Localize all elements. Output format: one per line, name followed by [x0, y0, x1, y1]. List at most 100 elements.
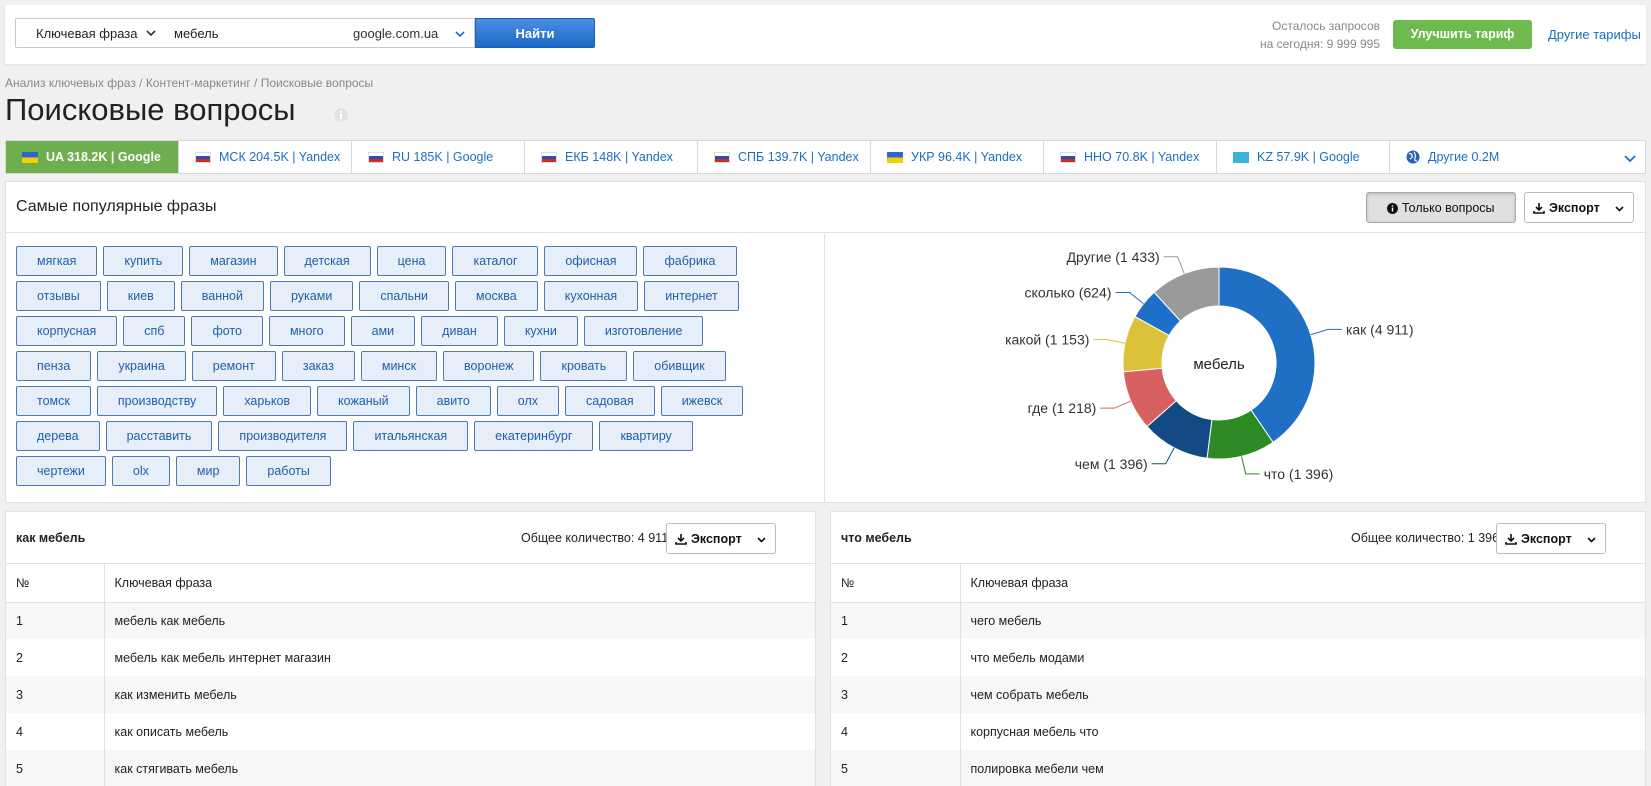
table-row[interactable]: 1 чего мебель [831, 602, 1645, 639]
phrase-tag[interactable]: харьков [223, 386, 312, 416]
phrase-tag[interactable]: авито [415, 386, 491, 416]
table-row[interactable]: 4 как описать мебель [6, 713, 815, 750]
phrase-tag[interactable]: заказ [281, 351, 355, 381]
phrase-tag[interactable]: офисная [544, 246, 638, 276]
phrase-tag[interactable]: производителя [218, 421, 348, 451]
phrase-tag[interactable]: фабрика [643, 246, 737, 276]
phrase-tag[interactable]: воронеж [443, 351, 535, 381]
column-header-number[interactable]: № [831, 564, 961, 603]
phrase-tag[interactable]: квартиру [599, 421, 693, 451]
table-row[interactable]: 5 как стягивать мебель [6, 750, 815, 786]
donut-slice[interactable] [1218, 266, 1316, 444]
table-row[interactable]: 4 корпусная мебель что [831, 713, 1645, 750]
upgrade-tariff-button[interactable]: Улучшить тариф [1393, 20, 1532, 49]
phrase-tag[interactable]: руками [270, 281, 354, 311]
table-row[interactable]: 3 как изменить мебель [6, 676, 815, 713]
phrase-tag[interactable]: кухонная [543, 281, 639, 311]
region-tab[interactable]: ЕКБ 148K | Yandex [525, 141, 698, 173]
export-button[interactable]: Экспорт [1496, 523, 1606, 554]
phrase-tag[interactable]: olx [111, 456, 170, 486]
row-phrase[interactable]: корпусная мебель что [970, 724, 1099, 739]
list-header: как мебель Общее количество: 4 911 Экспо… [6, 512, 815, 564]
phrase-tag[interactable]: ижевск [660, 386, 744, 416]
region-tab[interactable]: KZ 57.9K | Google [1217, 141, 1390, 173]
row-phrase[interactable]: чем собрать мебель [960, 676, 1645, 713]
phrase-tag[interactable]: ванной [180, 281, 264, 311]
phrase-tag[interactable]: дерева [16, 421, 100, 451]
phrase-tag[interactable]: кухни [503, 316, 578, 346]
column-header-number[interactable]: № [6, 564, 105, 603]
find-button[interactable]: Найти [475, 18, 595, 48]
export-button[interactable]: Экспорт [1524, 192, 1634, 223]
table-row[interactable]: 5 полировка мебели чем [831, 750, 1645, 786]
phrase-tag[interactable]: производству [96, 386, 218, 416]
phrase-tag[interactable]: олх [496, 386, 560, 416]
phrase-tag[interactable]: диван [421, 316, 498, 346]
column-header-phrase[interactable]: Ключевая фраза [960, 564, 1645, 603]
phrase-tag[interactable]: спальни [359, 281, 450, 311]
phrase-tag[interactable]: ами [350, 316, 416, 346]
region-tab[interactable]: ННО 70.8K | Yandex [1044, 141, 1217, 173]
questions-only-toggle[interactable]: Только вопросы [1366, 192, 1516, 223]
phrase-tag[interactable]: обивщик [633, 351, 726, 381]
phrase-tag[interactable]: томск [16, 386, 91, 416]
other-tariffs-link[interactable]: Другие тарифы [1548, 27, 1641, 42]
phrase-tag[interactable]: интернет [644, 281, 739, 311]
search-engine-select[interactable]: google.com.ua [345, 18, 475, 48]
region-tab[interactable]: Другие 0.2M [1390, 141, 1645, 173]
table-row[interactable]: 3 чем собрать мебель [831, 676, 1645, 713]
phrase-tag[interactable]: расставить [105, 421, 213, 451]
phrase-tag[interactable]: магазин [189, 246, 278, 276]
phrase-tag[interactable]: купить [103, 246, 184, 276]
info-icon[interactable] [333, 107, 349, 123]
row-phrase[interactable]: мебель как мебель интернет магазин [114, 650, 331, 665]
export-button[interactable]: Экспорт [666, 523, 776, 554]
phrase-tag[interactable]: изготовление [583, 316, 704, 346]
list-title: что мебель [841, 531, 912, 545]
phrase-tag[interactable]: киев [106, 281, 175, 311]
table-row[interactable]: 2 что мебель модами [831, 639, 1645, 676]
search-mode-select[interactable]: Ключевая фраза [15, 18, 165, 48]
row-phrase[interactable]: как стягивать мебель [104, 750, 815, 786]
phrase-tag[interactable]: каталог [452, 246, 539, 276]
phrase-tag[interactable]: кровать [540, 351, 628, 381]
region-tab[interactable]: RU 185K | Google [352, 141, 525, 173]
region-tab[interactable]: СПБ 139.7K | Yandex [698, 141, 871, 173]
row-phrase[interactable]: как изменить мебель [104, 676, 815, 713]
phrase-tag[interactable]: много [268, 316, 345, 346]
column-header-phrase[interactable]: Ключевая фраза [104, 564, 815, 603]
phrase-tag[interactable]: минск [360, 351, 438, 381]
phrase-tag[interactable]: екатеринбург [474, 421, 594, 451]
row-phrase[interactable]: как описать мебель [114, 724, 229, 739]
phrase-tag[interactable]: работы [246, 456, 331, 486]
row-phrase[interactable]: мебель как мебель [104, 602, 815, 639]
search-input[interactable] [164, 18, 346, 48]
table-row[interactable]: 2 мебель как мебель интернет магазин [6, 639, 815, 676]
phrase-tag[interactable]: фото [191, 316, 263, 346]
region-tab[interactable]: МСК 204.5K | Yandex [179, 141, 352, 173]
phrase-tag[interactable]: спб [123, 316, 186, 346]
phrase-tag[interactable]: пенза [16, 351, 92, 381]
phrase-tag[interactable]: корпусная [16, 316, 118, 346]
phrase-tag[interactable]: мягкая [16, 246, 98, 276]
row-phrase[interactable]: полировка мебели чем [960, 750, 1645, 786]
phrase-tag[interactable]: мир [175, 456, 241, 486]
phrase-tag[interactable]: чертежи [16, 456, 106, 486]
table-row[interactable]: 1 мебель как мебель [6, 602, 815, 639]
region-tab[interactable]: UA 318.2K | Google [6, 141, 179, 173]
phrase-tag[interactable]: кожаный [317, 386, 410, 416]
phrase-tag[interactable]: украина [97, 351, 186, 381]
row-phrase[interactable]: чего мебель [960, 602, 1645, 639]
slice-label: сколько (624) [1025, 284, 1112, 300]
row-phrase[interactable]: что мебель модами [970, 650, 1085, 665]
phrase-tag[interactable]: москва [455, 281, 538, 311]
region-tab[interactable]: УКР 96.4K | Yandex [871, 141, 1044, 173]
phrase-tag[interactable]: садовая [565, 386, 655, 416]
donut-slice[interactable] [1153, 266, 1220, 322]
chevron-down-icon[interactable] [1623, 151, 1637, 165]
phrase-tag[interactable]: итальянская [353, 421, 469, 451]
phrase-tag[interactable]: цена [376, 246, 447, 276]
phrase-tag[interactable]: отзывы [16, 281, 101, 311]
phrase-tag[interactable]: ремонт [191, 351, 276, 381]
phrase-tag[interactable]: детская [283, 246, 371, 276]
